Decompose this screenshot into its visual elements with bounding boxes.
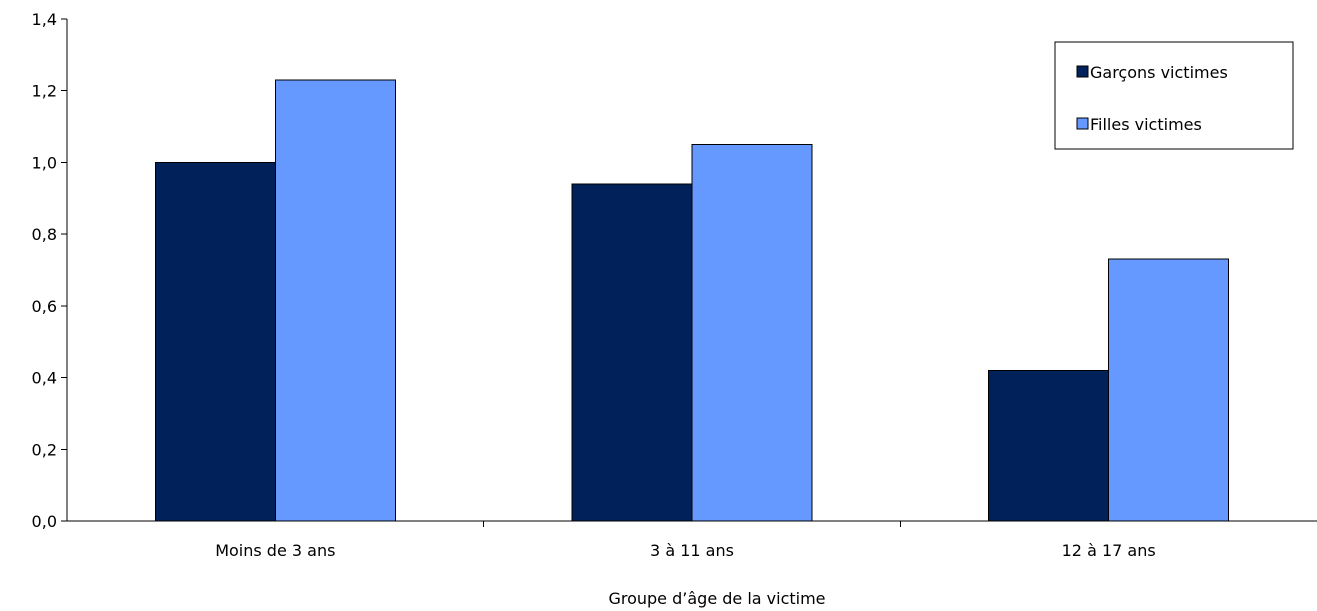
x-tick-label: Moins de 3 ans [215,541,335,560]
bar-garcons-0 [154,161,276,522]
bars-group [154,79,1230,522]
legend: Garçons victimes Filles victimes [1054,41,1294,150]
y-tick-label: 0,2 [32,440,57,459]
bar-garcons-1 [571,183,693,522]
x-axis-title: Groupe d’âge de la victime [608,589,825,608]
bar-garcons-2 [988,369,1110,522]
legend-swatch [1076,65,1089,78]
y-tick-label: 0,8 [32,225,57,244]
legend-swatch [1076,117,1089,130]
bar-filles-2 [1108,258,1230,522]
legend-label: Filles victimes [1090,115,1202,134]
y-tick-label: 1,2 [32,82,57,101]
y-tick-label: 0,6 [32,297,57,316]
legend-box [1054,41,1294,150]
x-tick-label: 12 à 17 ans [1062,541,1156,560]
y-tick-label: 1,4 [32,10,57,29]
y-tick-label: 0,4 [32,369,57,388]
bar-filles-1 [691,144,813,522]
legend-label: Garçons victimes [1090,63,1228,82]
x-axis-ticks: Moins de 3 ans 3 à 11 ans 12 à 17 ans [215,521,1156,560]
bar-filles-0 [274,79,396,522]
y-tick-label: 0,0 [32,512,57,531]
y-tick-label: 1,0 [32,153,57,172]
y-axis-ticks: 0,0 0,2 0,4 0,6 0,8 1,0 1,2 1,4 [32,10,67,531]
x-tick-label: 3 à 11 ans [650,541,734,560]
